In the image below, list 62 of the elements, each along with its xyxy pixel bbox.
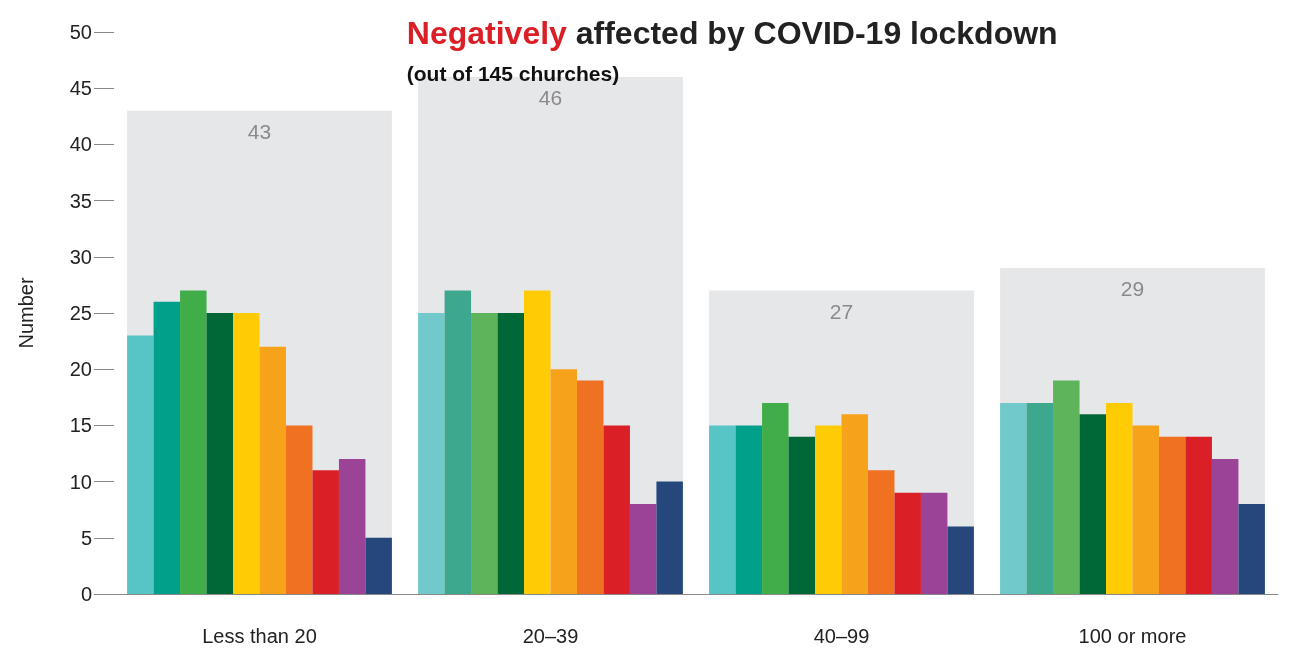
bar bbox=[127, 335, 154, 594]
bar bbox=[920, 492, 948, 594]
bar bbox=[524, 290, 551, 594]
bar bbox=[1026, 402, 1054, 594]
bar bbox=[153, 301, 181, 594]
x-tick-label: 40–99 bbox=[813, 625, 870, 647]
bar bbox=[867, 470, 895, 594]
bar bbox=[841, 414, 868, 594]
bar bbox=[629, 504, 657, 594]
bar bbox=[1000, 402, 1027, 594]
bar bbox=[259, 346, 286, 594]
x-tick-label: Less than 20 bbox=[202, 625, 317, 647]
bar bbox=[603, 425, 630, 594]
bar bbox=[1238, 504, 1265, 594]
bar bbox=[1106, 402, 1133, 594]
bar bbox=[1211, 459, 1239, 594]
y-axis-title: Number bbox=[15, 277, 37, 349]
y-tick-label: 35 bbox=[69, 189, 92, 212]
bar bbox=[947, 526, 974, 594]
bar bbox=[576, 380, 604, 594]
bar bbox=[1079, 414, 1107, 594]
y-tick-label: 25 bbox=[69, 302, 92, 324]
bar bbox=[1132, 425, 1159, 594]
bar bbox=[1158, 436, 1186, 594]
bar bbox=[788, 436, 816, 594]
data-label: 46 bbox=[538, 85, 563, 109]
chart-title: Negatively affected by COVID-19 lockdown bbox=[406, 15, 1058, 51]
bar bbox=[312, 470, 339, 594]
y-tick-label: 5 bbox=[80, 526, 92, 549]
x-tick-label: 100 or more bbox=[1078, 625, 1187, 647]
bar bbox=[735, 425, 763, 594]
y-tick-label: 45 bbox=[69, 77, 92, 100]
bar bbox=[206, 313, 234, 594]
bar bbox=[709, 425, 736, 594]
data-label: 27 bbox=[829, 299, 854, 323]
bar bbox=[1185, 436, 1212, 594]
bar bbox=[894, 492, 921, 594]
data-label: 29 bbox=[1120, 277, 1145, 301]
bar bbox=[365, 537, 392, 594]
bar bbox=[338, 459, 366, 594]
y-tick-label: 10 bbox=[69, 470, 92, 493]
bar bbox=[497, 313, 525, 594]
bar bbox=[418, 313, 445, 594]
bar bbox=[815, 425, 842, 594]
y-tick-label: 30 bbox=[69, 245, 92, 268]
bar bbox=[180, 290, 207, 594]
bar bbox=[444, 290, 472, 594]
y-tick-label: 40 bbox=[69, 133, 92, 156]
bar bbox=[1053, 380, 1080, 594]
y-tick-label: 50 bbox=[69, 21, 92, 43]
bar bbox=[471, 313, 498, 594]
text: (out of 145 churches) bbox=[406, 62, 620, 85]
bar bbox=[656, 481, 683, 594]
y-tick-label: 20 bbox=[69, 358, 92, 381]
bar bbox=[233, 313, 260, 594]
data-label: 43 bbox=[247, 119, 272, 143]
y-tick-label: 15 bbox=[69, 414, 92, 437]
bar bbox=[550, 369, 577, 594]
x-tick-label: 20–39 bbox=[522, 625, 579, 647]
bar bbox=[762, 402, 789, 594]
bar bbox=[285, 425, 313, 594]
y-tick-label: 0 bbox=[80, 583, 92, 605]
